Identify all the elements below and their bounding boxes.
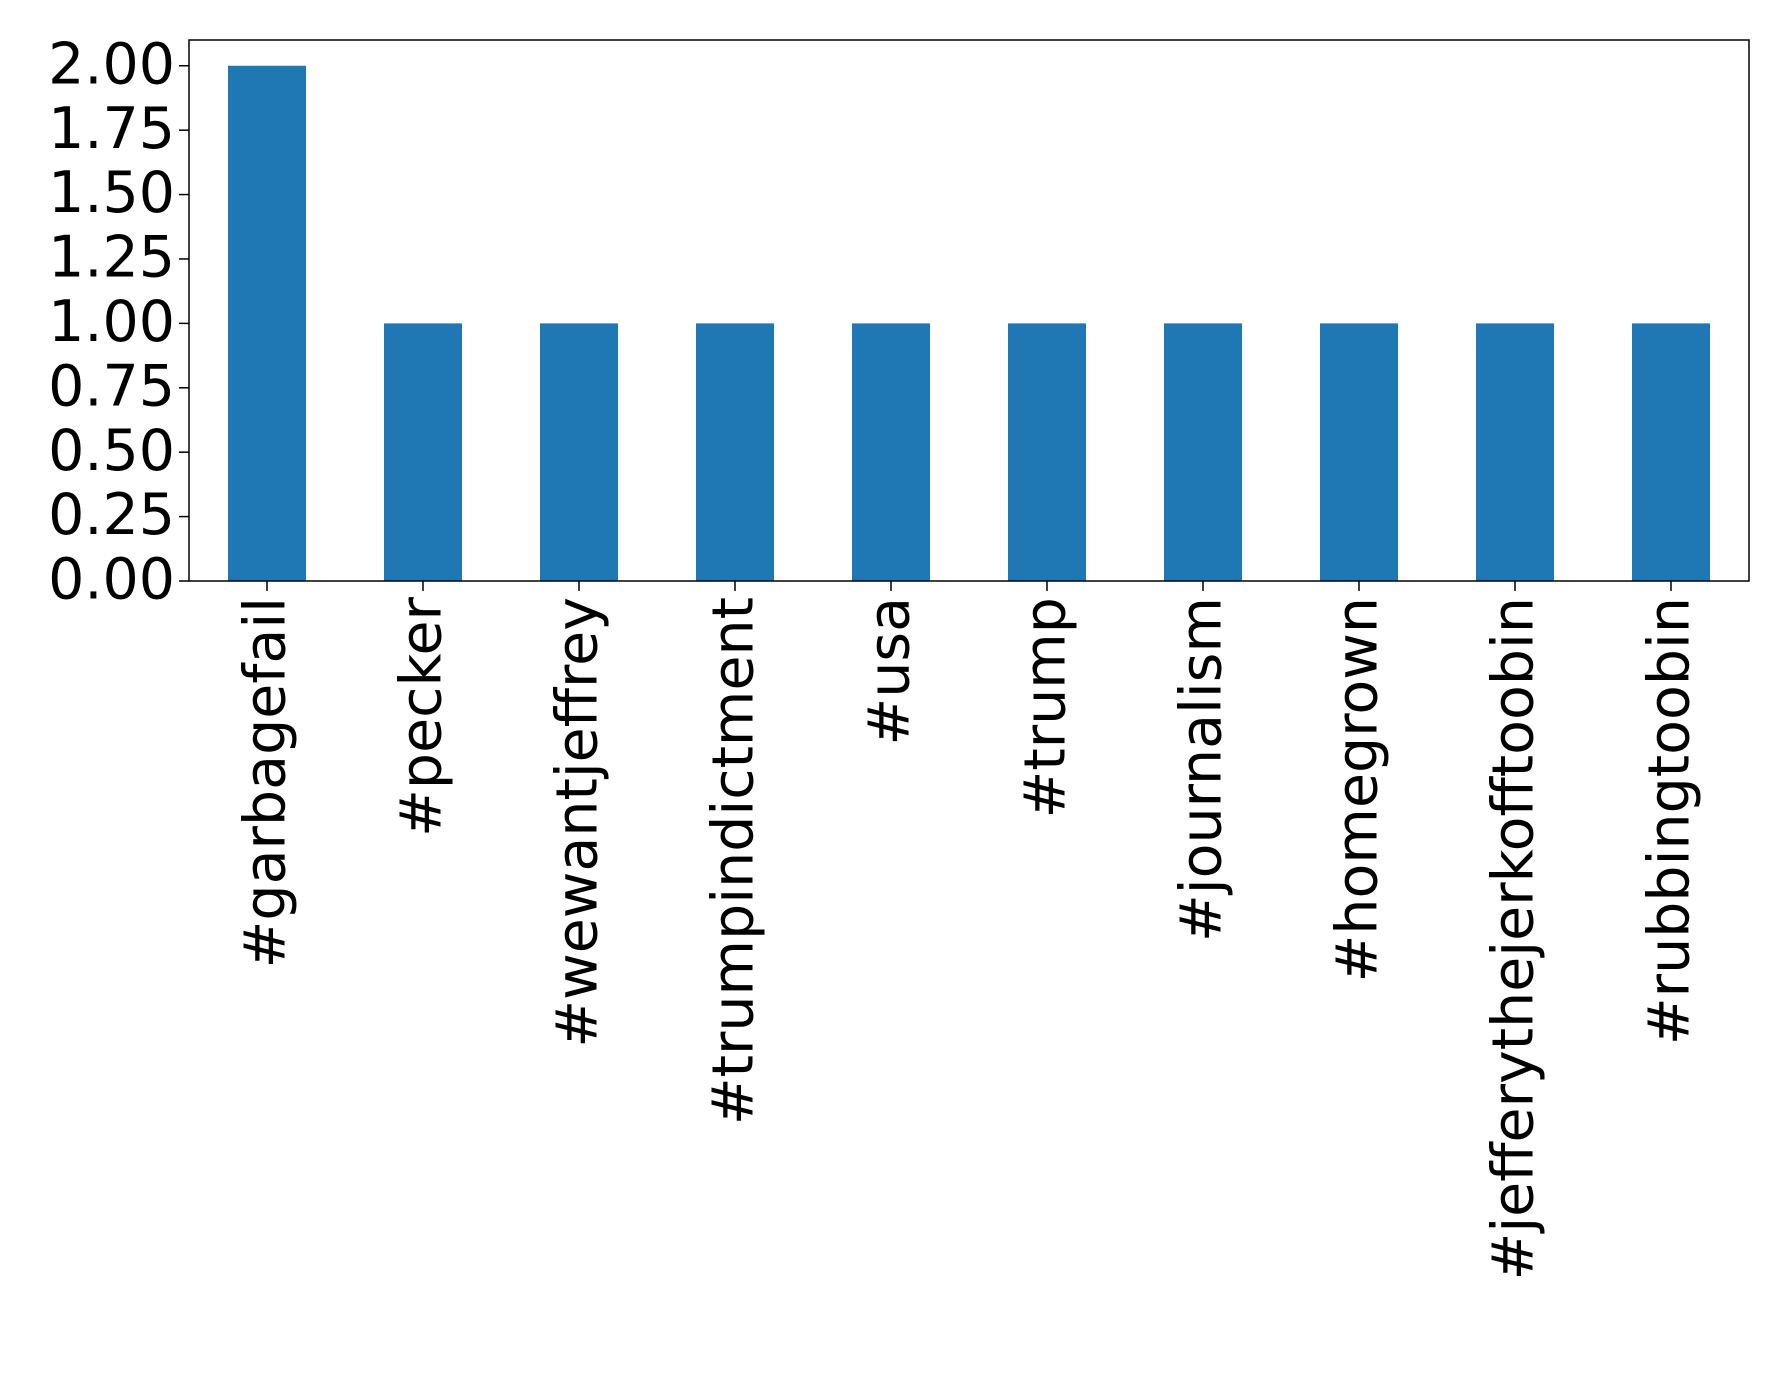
- bar: [540, 323, 618, 581]
- bar: [228, 65, 306, 581]
- bar: [1164, 323, 1242, 581]
- y-tick-label: 0.50: [48, 418, 175, 484]
- y-tick-label: 1.75: [48, 96, 175, 162]
- x-tick-label: #trump: [1013, 597, 1079, 818]
- x-tick-label: #wewantjeffrey: [545, 597, 611, 1048]
- bar: [384, 323, 462, 581]
- x-tick-label: #journalism: [1169, 597, 1235, 942]
- x-tick-label: #homegrown: [1325, 597, 1391, 982]
- x-tick-label: #usa: [857, 597, 923, 746]
- y-tick-label: 0.25: [48, 482, 175, 548]
- x-tick-label: #trumpindictment: [701, 597, 767, 1125]
- bar: [1320, 323, 1398, 581]
- y-tick-label: 1.25: [48, 225, 175, 291]
- y-tick-label: 0.75: [48, 353, 175, 419]
- bar: [852, 323, 930, 581]
- plot-frame: [188, 39, 1750, 582]
- x-tick-label: #rubbingtoobin: [1637, 597, 1703, 1045]
- bar: [696, 323, 774, 581]
- y-tick-label: 1.50: [48, 160, 175, 226]
- y-tick-label: 0.00: [48, 547, 175, 613]
- x-tick-label: #jefferythejerkofftoobin: [1481, 597, 1547, 1280]
- y-tick-label: 2.00: [48, 31, 175, 97]
- bar: [1632, 323, 1710, 581]
- y-tick-label: 1.00: [48, 289, 175, 355]
- x-tick-label: #garbagefail: [233, 597, 299, 968]
- bar: [1476, 323, 1554, 581]
- x-tick-label: #pecker: [389, 596, 455, 836]
- bar: [1008, 323, 1086, 581]
